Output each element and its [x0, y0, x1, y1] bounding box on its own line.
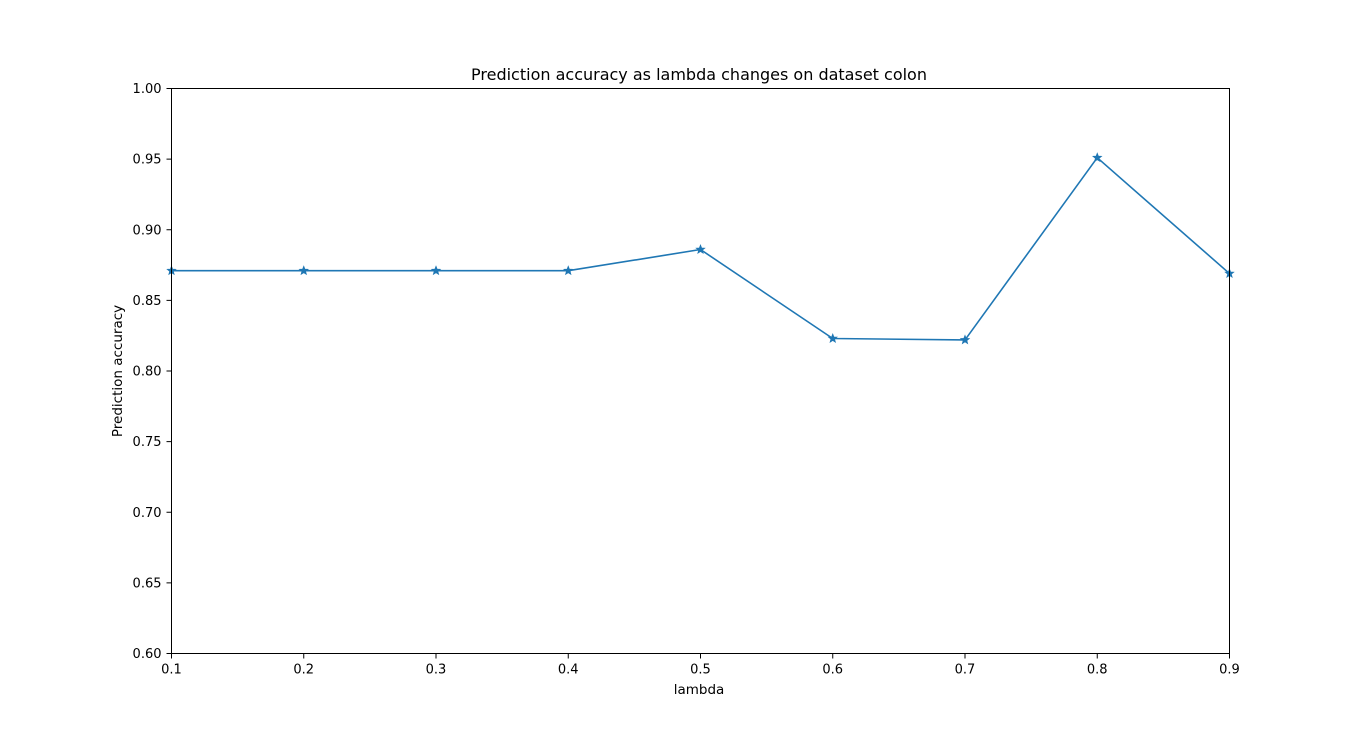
x-tick-label: 0.3 — [426, 663, 447, 678]
data-series — [166, 152, 1235, 345]
y-tick-label: 0.80 — [133, 365, 162, 380]
x-tick-label: 0.8 — [1087, 663, 1108, 678]
axis-ticks: 0.1 0.2 0.3 0.4 0.5 0.6 0.7 0.8 0.9 0.60 0.65 0.70 0… — [133, 82, 1240, 678]
x-tick-label: 0.1 — [161, 663, 182, 678]
data-point-star-marker — [695, 244, 706, 254]
y-tick-label: 1.00 — [133, 82, 162, 97]
y-tick-label: 0.95 — [133, 153, 162, 168]
chart-title: Prediction accuracy as lambda changes on… — [471, 65, 927, 84]
y-axis-label: Prediction accuracy — [110, 305, 126, 437]
x-tick-label: 0.7 — [955, 663, 976, 678]
plot-frame — [171, 88, 1230, 654]
y-tick-label: 0.70 — [133, 506, 162, 521]
x-tick-label: 0.4 — [558, 663, 579, 678]
data-point-star-marker — [430, 265, 442, 276]
data-point-star-marker — [563, 265, 574, 276]
data-point-star-marker — [1092, 152, 1103, 163]
x-tick-label: 0.2 — [293, 663, 314, 678]
y-tick-label: 0.85 — [133, 294, 162, 309]
data-point-star-marker — [827, 333, 838, 343]
x-tick-label: 0.6 — [822, 663, 843, 678]
x-axis-label: lambda — [674, 682, 725, 698]
data-point-star-marker — [298, 265, 309, 276]
y-tick-label: 0.75 — [133, 435, 162, 450]
y-tick-label: 0.60 — [133, 647, 162, 662]
x-tick-label: 0.9 — [1219, 663, 1240, 678]
x-tick-label: 0.5 — [690, 663, 711, 678]
y-tick-label: 0.90 — [133, 223, 162, 238]
y-tick-label: 0.65 — [133, 576, 162, 591]
data-point-star-marker — [959, 334, 971, 345]
